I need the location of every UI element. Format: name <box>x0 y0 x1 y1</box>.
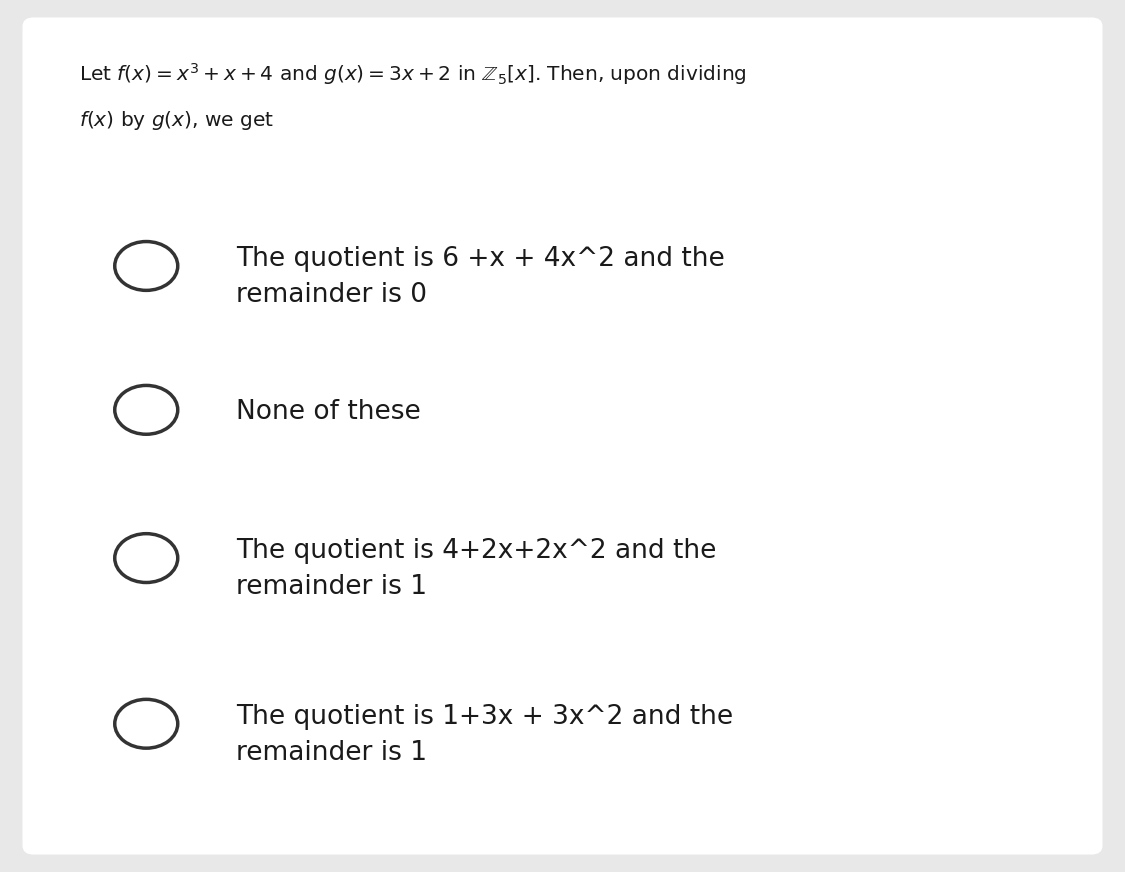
Text: None of these: None of these <box>236 399 421 426</box>
Text: Let $f(x) = x^3 + x + 4$ and $g(x) = 3x + 2$ in $\mathbb{Z}_5[x]$. Then, upon di: Let $f(x) = x^3 + x + 4$ and $g(x) = 3x … <box>79 61 747 87</box>
Text: $f(x)$ by $g(x)$, we get: $f(x)$ by $g(x)$, we get <box>79 109 273 132</box>
FancyBboxPatch shape <box>22 17 1102 855</box>
Text: The quotient is 1+3x + 3x^2 and the
remainder is 1: The quotient is 1+3x + 3x^2 and the rema… <box>236 704 734 766</box>
Text: The quotient is 6 +x + 4x^2 and the
remainder is 0: The quotient is 6 +x + 4x^2 and the rema… <box>236 246 724 308</box>
Text: The quotient is 4+2x+2x^2 and the
remainder is 1: The quotient is 4+2x+2x^2 and the remain… <box>236 538 717 600</box>
